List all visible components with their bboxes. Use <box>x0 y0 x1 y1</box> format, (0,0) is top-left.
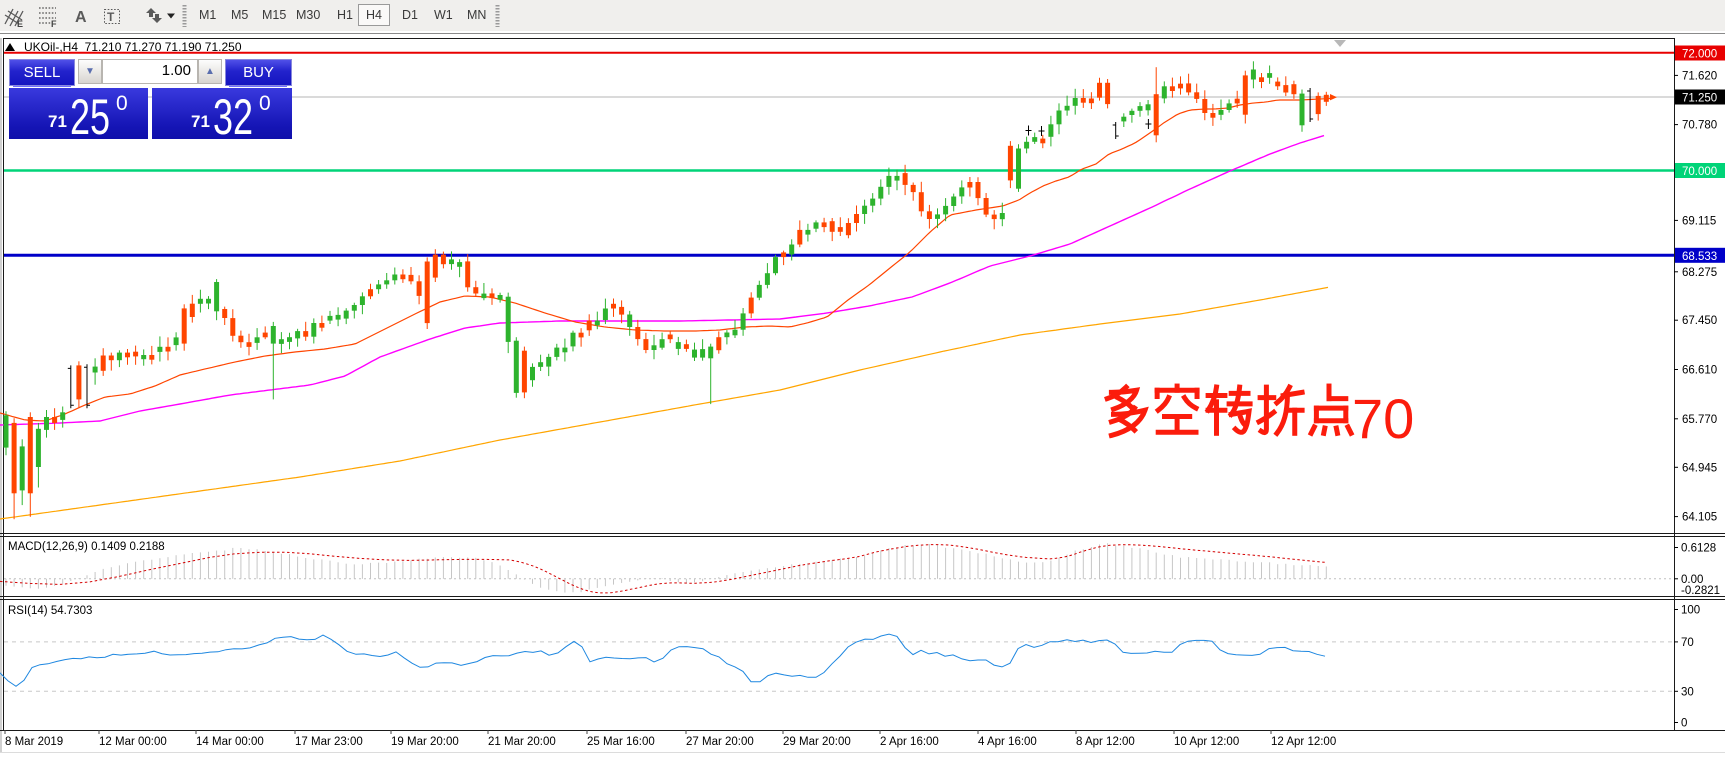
svg-text:64.105: 64.105 <box>1682 512 1717 524</box>
svg-text:0.6128: 0.6128 <box>1681 543 1716 555</box>
svg-text:29 Mar 20:00: 29 Mar 20:00 <box>783 736 851 748</box>
svg-text:8 Apr 12:00: 8 Apr 12:00 <box>1076 736 1135 748</box>
svg-text:64.945: 64.945 <box>1682 462 1717 474</box>
svg-text:T: T <box>107 10 115 24</box>
svg-text:19 Mar 20:00: 19 Mar 20:00 <box>391 736 459 748</box>
svg-text:71.620: 71.620 <box>1682 70 1717 82</box>
svg-text:30: 30 <box>1681 686 1694 698</box>
svg-text:-0.2821: -0.2821 <box>1681 585 1720 597</box>
svg-text:8 Mar 2019: 8 Mar 2019 <box>5 736 63 748</box>
svg-text:69.115: 69.115 <box>1682 215 1716 227</box>
svg-text:70: 70 <box>1352 387 1414 450</box>
svg-text:14 Mar 00:00: 14 Mar 00:00 <box>196 736 264 748</box>
svg-text:UKOil-,H4 71.210 71.270 71.19: UKOil-,H4 71.210 71.270 71.190 71.250 <box>24 40 242 54</box>
svg-text:E: E <box>17 19 23 29</box>
svg-text:68.533: 68.533 <box>1682 251 1717 263</box>
svg-text:25 Mar 16:00: 25 Mar 16:00 <box>587 736 655 748</box>
svg-text:66.610: 66.610 <box>1682 365 1717 377</box>
svg-text:MACD(12,26,9) 0.1409 0.2188: MACD(12,26,9) 0.1409 0.2188 <box>8 541 165 553</box>
svg-text:F: F <box>51 19 57 29</box>
svg-text:RSI(14) 54.7303: RSI(14) 54.7303 <box>8 605 92 617</box>
svg-text:10 Apr 12:00: 10 Apr 12:00 <box>1174 736 1239 748</box>
svg-text:68.275: 68.275 <box>1682 267 1717 279</box>
svg-text:A: A <box>75 9 87 26</box>
svg-text:12 Mar 00:00: 12 Mar 00:00 <box>99 736 167 748</box>
svg-text:100: 100 <box>1681 605 1700 617</box>
svg-text:70: 70 <box>1681 637 1694 649</box>
svg-text:21 Mar 20:00: 21 Mar 20:00 <box>488 736 556 748</box>
svg-text:70.780: 70.780 <box>1682 120 1717 132</box>
svg-text:12 Apr 12:00: 12 Apr 12:00 <box>1271 736 1336 748</box>
svg-text:0: 0 <box>1681 718 1687 730</box>
svg-text:2 Apr 16:00: 2 Apr 16:00 <box>880 736 939 748</box>
svg-text:65.770: 65.770 <box>1682 414 1717 426</box>
svg-text:70.000: 70.000 <box>1682 166 1717 178</box>
svg-text:71.250: 71.250 <box>1682 93 1717 105</box>
svg-text:72.000: 72.000 <box>1682 49 1717 61</box>
svg-text:67.450: 67.450 <box>1682 315 1717 327</box>
svg-text:0.00: 0.00 <box>1681 574 1703 586</box>
svg-text:17 Mar 23:00: 17 Mar 23:00 <box>295 736 363 748</box>
svg-text:4 Apr 16:00: 4 Apr 16:00 <box>978 736 1037 748</box>
svg-text:27 Mar 20:00: 27 Mar 20:00 <box>686 736 754 748</box>
